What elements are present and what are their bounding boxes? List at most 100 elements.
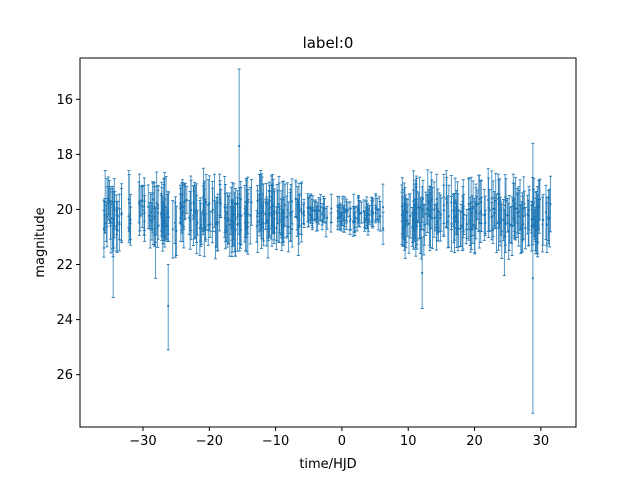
- data-point: [109, 191, 113, 254]
- data-point: [151, 181, 155, 233]
- data-point: [477, 213, 481, 249]
- data-marker: [326, 216, 329, 219]
- data-point: [365, 196, 369, 219]
- data-marker: [151, 205, 154, 209]
- data-marker: [506, 214, 509, 217]
- data-marker: [437, 226, 440, 230]
- data-point: [371, 198, 375, 227]
- data-marker: [427, 208, 430, 211]
- data-point: [547, 197, 551, 242]
- data-marker: [412, 218, 415, 221]
- data-point: [490, 170, 494, 241]
- data-marker: [195, 212, 198, 215]
- data-point: [173, 201, 177, 244]
- data-point: [514, 176, 518, 241]
- data-marker: [462, 217, 465, 221]
- chart-title: label:0: [303, 34, 354, 52]
- data-marker: [478, 229, 481, 232]
- data-marker: [218, 201, 221, 204]
- data-marker: [487, 198, 490, 202]
- data-point: [255, 184, 259, 217]
- data-marker: [213, 199, 216, 202]
- data-marker: [149, 211, 153, 214]
- data-marker: [378, 208, 381, 211]
- data-point: [269, 196, 273, 230]
- data-point: [171, 200, 175, 259]
- data-marker: [296, 201, 299, 204]
- data-point: [486, 168, 490, 232]
- data-point: [325, 205, 329, 230]
- data-point: [362, 199, 366, 224]
- data-point: [153, 181, 157, 236]
- data-point: [430, 179, 434, 220]
- data-point: [161, 202, 165, 252]
- data-point: [181, 182, 185, 243]
- data-point: [469, 176, 473, 228]
- data-point: [300, 181, 304, 243]
- data-point: [204, 213, 208, 240]
- data-point: [192, 181, 196, 240]
- data-marker: [491, 228, 495, 231]
- data-marker: [316, 217, 319, 220]
- data-point: [436, 214, 440, 242]
- data-marker: [163, 219, 166, 222]
- y-tick-label: 24: [56, 313, 73, 328]
- data-point: [357, 199, 361, 221]
- y-tick-label: 16: [56, 93, 73, 108]
- data-point: [467, 177, 471, 241]
- data-point: [146, 184, 150, 230]
- data-marker: [368, 213, 371, 216]
- data-point: [159, 194, 163, 232]
- data-marker: [403, 208, 407, 211]
- data-marker: [336, 210, 339, 213]
- data-marker: [354, 216, 357, 219]
- data-marker: [285, 215, 289, 219]
- data-point: [105, 178, 109, 228]
- x-tick-label: 0: [338, 434, 346, 449]
- data-point: [230, 202, 234, 241]
- data-marker: [147, 205, 150, 208]
- data-point: [310, 209, 314, 227]
- data-marker: [514, 207, 517, 210]
- data-marker: [544, 211, 548, 214]
- data-marker: [507, 230, 510, 233]
- data-marker: [322, 206, 325, 209]
- data-marker: [497, 197, 500, 200]
- data-marker: [118, 221, 121, 224]
- data-point: [517, 186, 521, 247]
- data-point: [235, 197, 239, 252]
- data-point: [531, 142, 535, 414]
- data-point: [429, 185, 433, 248]
- data-marker: [348, 214, 352, 218]
- data-point: [374, 193, 378, 224]
- data-marker: [238, 145, 241, 148]
- data-point: [375, 198, 379, 222]
- data-point: [339, 211, 343, 232]
- data-point: [487, 177, 491, 239]
- data-marker: [173, 221, 177, 224]
- data-marker: [112, 249, 115, 252]
- data-marker: [156, 226, 159, 229]
- data-point: [194, 183, 198, 243]
- data-marker: [345, 208, 348, 211]
- data-point: [475, 189, 479, 220]
- data-point: [420, 236, 424, 310]
- data-point: [265, 183, 269, 224]
- data-marker: [513, 206, 516, 209]
- data-point: [307, 195, 311, 222]
- data-marker: [179, 202, 182, 205]
- data-point: [377, 196, 381, 223]
- data-marker: [160, 212, 163, 215]
- x-tick-label: −20: [196, 434, 223, 449]
- data-marker: [207, 203, 210, 207]
- data-marker: [547, 218, 550, 221]
- data-point: [316, 202, 320, 218]
- data-marker: [526, 213, 529, 216]
- data-point: [302, 198, 306, 225]
- data-marker: [283, 203, 287, 207]
- data-point: [115, 194, 119, 236]
- data-point: [442, 196, 446, 224]
- data-point: [128, 206, 132, 240]
- data-marker: [226, 229, 229, 232]
- data-point: [500, 203, 504, 259]
